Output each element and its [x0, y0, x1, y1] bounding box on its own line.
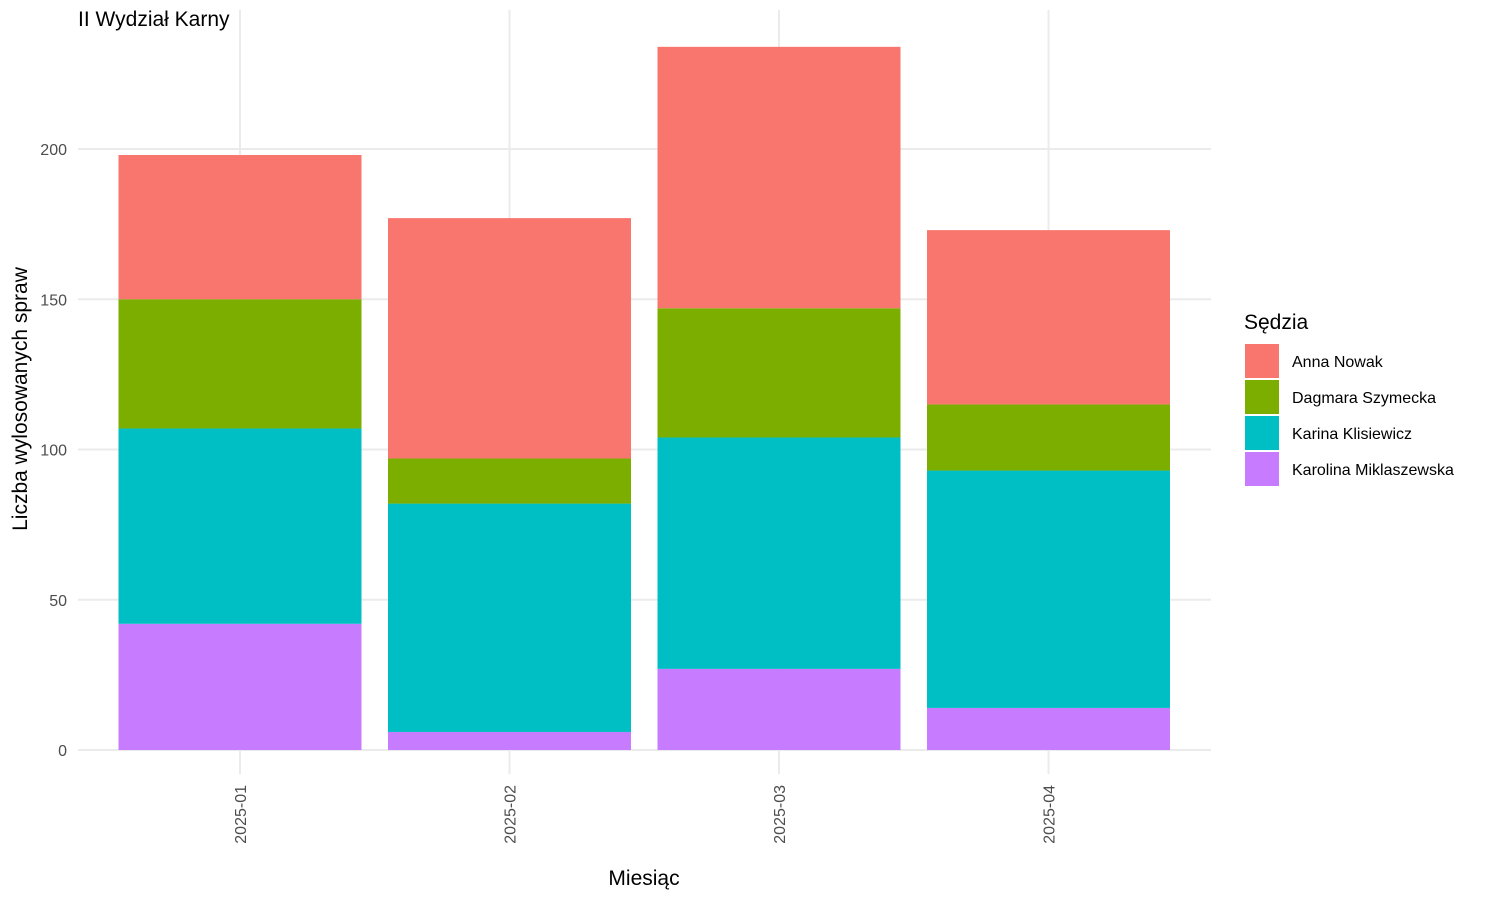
y-tick-label: 0	[58, 743, 67, 760]
bar-segment	[927, 707, 1170, 750]
chart-title: II Wydział Karny	[78, 8, 230, 31]
legend-key	[1245, 452, 1279, 486]
y-axis-title: Liczba wylosowanych spraw	[9, 266, 32, 531]
legend-title: Sędzia	[1244, 311, 1309, 334]
bar-segment	[388, 503, 631, 732]
y-tick-label: 50	[49, 593, 67, 610]
bar-segment	[388, 731, 631, 750]
bars	[118, 46, 1170, 750]
y-tick-label: 100	[40, 443, 67, 460]
y-tick-label: 150	[40, 292, 67, 309]
bar-segment	[927, 470, 1170, 708]
legend-key	[1245, 416, 1279, 450]
bar-segment	[927, 230, 1170, 405]
y-axis-ticks: 0 50 100 150 200	[40, 142, 67, 760]
x-tick-label: 2025-02	[503, 785, 520, 844]
y-tick-label: 200	[40, 142, 67, 159]
legend-label: Karina Klisiewicz	[1292, 426, 1412, 443]
bar-segment	[657, 46, 901, 309]
x-axis-title: Miesiąc	[608, 867, 679, 890]
x-tick-label: 2025-04	[1042, 785, 1059, 844]
legend-label: Dagmara Szymecka	[1292, 390, 1436, 407]
bar-segment	[118, 299, 362, 429]
bar-segment	[927, 404, 1170, 471]
x-tick-label: 2025-01	[233, 785, 250, 844]
bar-segment	[388, 218, 631, 459]
bar-segment	[657, 668, 901, 750]
bar-segment	[118, 155, 362, 300]
legend-label: Anna Nowak	[1292, 354, 1384, 371]
bar-segment	[657, 308, 901, 438]
bar-segment	[118, 428, 362, 624]
legend-key	[1245, 380, 1279, 414]
bar-segment	[657, 437, 901, 669]
x-tick-label: 2025-03	[772, 785, 789, 844]
bar-segment	[118, 623, 362, 750]
legend-key	[1245, 344, 1279, 378]
bar-segment	[388, 458, 631, 504]
x-axis-ticks: 2025-01 2025-02 2025-03 2025-04	[233, 785, 1059, 844]
legend-label: Karolina Miklaszewska	[1292, 462, 1454, 479]
legend: Sędzia Anna Nowak Dagmara Szymecka Karina …	[1244, 311, 1454, 486]
